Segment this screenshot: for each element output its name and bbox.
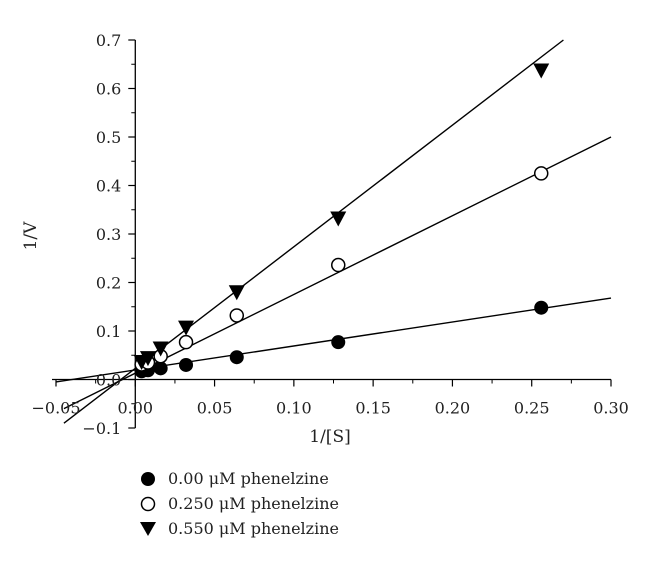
y-tick-label-3: 0.2	[96, 274, 121, 293]
data-points-group	[133, 63, 550, 379]
point-series-2-4	[228, 285, 245, 301]
y-tick-label-8: 0.7	[96, 31, 121, 50]
legend-label-series-0: 0.00 μM phenelzine	[168, 469, 329, 488]
point-series-2-2	[152, 341, 169, 357]
legend-filled-triangle-down-icon	[140, 521, 156, 536]
y-tick-label-1: 0.0	[96, 371, 121, 390]
point-series-0-4	[229, 350, 244, 365]
legend: 0.00 μM phenelzine 0.250 μM phenelzine 0…	[136, 466, 339, 541]
point-series-0-5	[331, 335, 346, 350]
point-series-1-3	[178, 334, 194, 350]
point-series-2-1	[139, 351, 156, 367]
y-tick-label-6: 0.5	[96, 128, 121, 147]
point-series-1-4	[229, 308, 245, 323]
x-tick-label-0: −0.05	[31, 399, 80, 418]
point-series-0-6	[534, 300, 549, 315]
y-tick-label-7: 0.6	[96, 80, 121, 99]
legend-label-series-2: 0.550 μM phenelzine	[168, 519, 339, 538]
point-series-0-3	[179, 357, 194, 372]
legend-item-series-2: 0.550 μM phenelzine	[136, 516, 339, 541]
x-axis-title: 1/[S]	[309, 427, 350, 447]
y-tick-label-5: 0.4	[96, 177, 121, 196]
x-tick-label-4: 0.15	[355, 399, 391, 418]
tick-labels-group: −0.05 0.00 0.05 0.10 0.15 0.20 0.25 0.30 −0.1 0.0…	[31, 31, 628, 438]
legend-item-series-0: 0.00 μM phenelzine	[136, 466, 339, 491]
x-tick-label-3: 0.10	[276, 399, 312, 418]
x-tick-label-7: 0.30	[593, 399, 629, 418]
point-series-1-5	[331, 257, 346, 273]
point-series-2-5	[330, 211, 347, 227]
y-tick-label-4: 0.3	[96, 225, 121, 244]
point-series-2-6	[533, 63, 550, 79]
legend-label-series-1: 0.250 μM phenelzine	[168, 494, 339, 513]
x-tick-label-5: 0.20	[435, 399, 471, 418]
legend-filled-circle-icon	[141, 471, 155, 486]
x-tick-label-2: 0.05	[197, 399, 233, 418]
legend-open-circle-icon	[140, 496, 156, 511]
point-series-2-3	[178, 320, 195, 336]
y-tick-label-2: 0.1	[96, 322, 121, 341]
y-tick-label-0: −0.1	[82, 419, 121, 438]
legend-item-series-1: 0.250 μM phenelzine	[136, 491, 339, 516]
x-tick-label-1: 0.00	[117, 399, 153, 418]
point-series-0-2	[153, 361, 168, 376]
point-series-1-6	[533, 166, 549, 181]
x-tick-label-6: 0.25	[514, 399, 550, 418]
y-axis-title: 1/V	[21, 221, 41, 251]
